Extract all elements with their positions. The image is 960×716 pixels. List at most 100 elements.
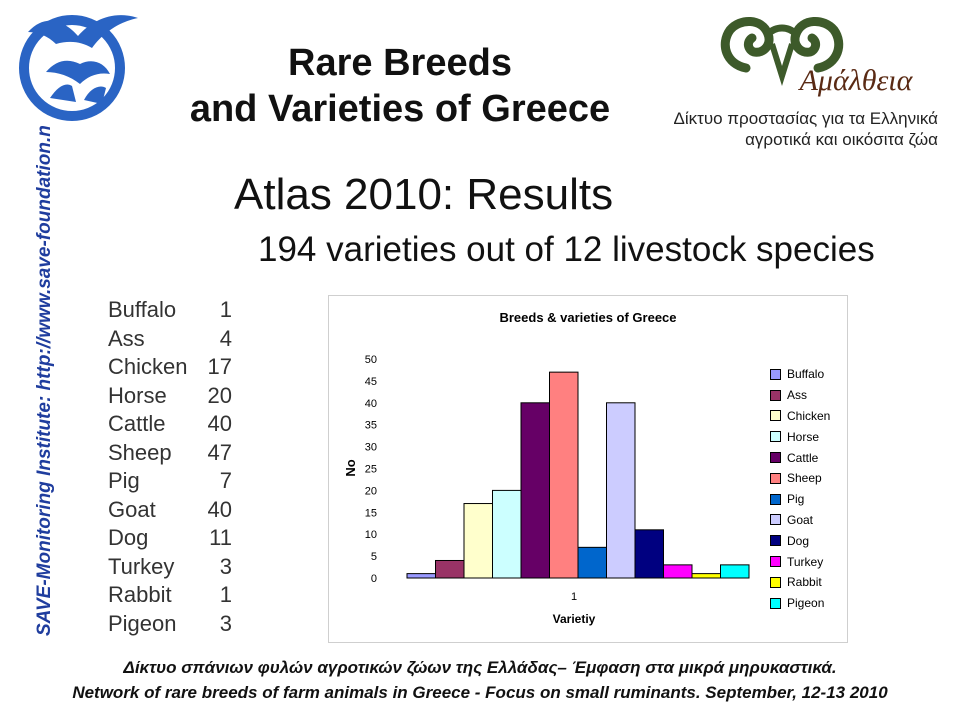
species-count: 7 [219,468,232,493]
species-count: 20 [207,382,232,408]
amaltheia-logo-graphic: Αμάλθεια [720,17,914,97]
bar-buffalo [406,573,436,579]
legend-label: Chicken [787,408,831,423]
y-axis-label: No [343,459,358,476]
bar-sheep [549,371,579,579]
species-row: Dog 11 [108,524,232,553]
species-name: Buffalo [108,297,177,322]
legend-swatch [770,556,781,568]
species-name: Pig [108,468,140,493]
species-name: Turkey [108,553,175,579]
legend-item: Horse [770,426,830,447]
legend-swatch [770,514,781,526]
save-logo-graphic [6,2,146,126]
bar-rabbit [691,573,721,579]
legend-swatch [770,389,781,401]
footer-greek: Δίκτυο σπάνιων φυλών αγροτικών ζώων της … [123,658,837,677]
y-tick-label: 50 [365,354,377,366]
legend-item: Turkey [770,551,830,572]
species-count: 3 [219,610,232,636]
legend-item: Dog [770,530,830,551]
species-name: Horse [108,382,167,408]
bar-dog [634,529,664,579]
species-count: 47 [207,439,232,465]
legend-item: Cattle [770,447,830,468]
legend-label: Rabbit [787,575,822,590]
legend-label: Horse [787,429,820,444]
legend-item: Goat [770,510,830,531]
varieties-summary: 194 varieties out of 12 livestock specie… [258,230,875,269]
species-name: Sheep [108,439,172,465]
legend-item: Sheep [770,468,830,489]
species-row: Turkey 3 [108,553,232,582]
species-count: 1 [219,297,232,322]
bar-chart: Breeds & varieties of Greece No 0 5 10 15 20 25… [343,310,750,626]
species-count: 17 [207,354,232,379]
y-tick-label: 35 [365,420,377,432]
legend-item: Pigeon [770,593,830,614]
legend-swatch [770,597,781,609]
species-count: 4 [219,325,232,351]
species-count: 11 [209,525,232,550]
chart-title: Breeds & varieties of Greece [499,310,676,325]
title-line-2: and Varieties of Greece [189,88,611,130]
legend-label: Buffalo [787,367,825,382]
species-row: Goat 40 [108,496,232,525]
bar-ass [435,559,465,579]
legend-item: Buffalo [770,364,830,385]
species-name: Goat [108,496,156,522]
legend-label: Goat [787,512,814,527]
legend-label: Ass [787,388,808,403]
legend-label: Dog [787,533,810,548]
bar-goat [606,402,636,579]
legend-swatch [770,535,781,547]
species-row: Horse 20 [108,382,232,411]
y-tick-label: 15 [365,507,377,519]
species-count: 40 [207,496,232,522]
legend-label: Pigeon [787,596,825,611]
bar-chicken [463,503,493,579]
bar-horse [492,489,522,579]
bar-pigeon [720,564,750,579]
greek-tagline-line-2: αγροτικά και οικόσιτα ζώα [745,130,938,149]
x-category-label: 1 [571,591,577,603]
chart-legend: Buffalo Ass Chicken Horse Cattle Sheep Pig Goat… [770,364,830,614]
y-tick-label: 45 [365,376,377,388]
legend-swatch [770,431,781,443]
y-tick-label: 40 [365,398,377,410]
sidebar-url-text: SAVE-Monitoring Institute: http://www.sa… [34,108,55,636]
species-count: 40 [207,411,232,436]
y-tick-label: 0 [371,573,377,585]
bar-chart-container: Breeds & varieties of Greece No 0 5 10 15 20 25… [328,295,848,643]
bar-turkey [663,564,693,579]
species-name: Cattle [108,411,166,436]
legend-label: Turkey [787,554,824,569]
legend-swatch [770,493,781,505]
legend-item: Ass [770,385,830,406]
legend-item: Chicken [770,406,830,427]
species-name: Rabbit [108,582,172,607]
legend-swatch [770,410,781,422]
species-count-list: Buffalo 1 Ass 4 Chicken 17 Horse 20 Cattle 40 Shee… [108,296,232,638]
atlas-subtitle: Atlas 2010: Results [234,170,614,219]
bar-pig [577,546,607,579]
legend-swatch [770,452,781,464]
species-row: Pig 7 [108,467,232,496]
species-row: Ass 4 [108,325,232,354]
legend-swatch [770,368,781,380]
legend-item: Pig [770,489,830,510]
y-tick-label: 30 [365,442,377,454]
bar-cattle [520,402,550,579]
species-name: Pigeon [108,610,177,636]
y-tick-label: 25 [365,464,377,476]
amaltheia-logo-text: Αμάλθεια [798,64,914,97]
species-row: Pigeon 3 [108,610,232,639]
species-row: Buffalo 1 [108,296,232,325]
species-name: Ass [108,325,145,351]
page-title: Rare Breeds and Varieties of Greece [140,40,660,132]
species-row: Sheep 47 [108,439,232,468]
y-tick-label: 20 [365,485,377,497]
footer-english: Network of rare breeds of farm animals i… [72,683,888,702]
species-count: 1 [219,582,232,607]
amaltheia-logo: Αμάλθεια [706,4,942,104]
